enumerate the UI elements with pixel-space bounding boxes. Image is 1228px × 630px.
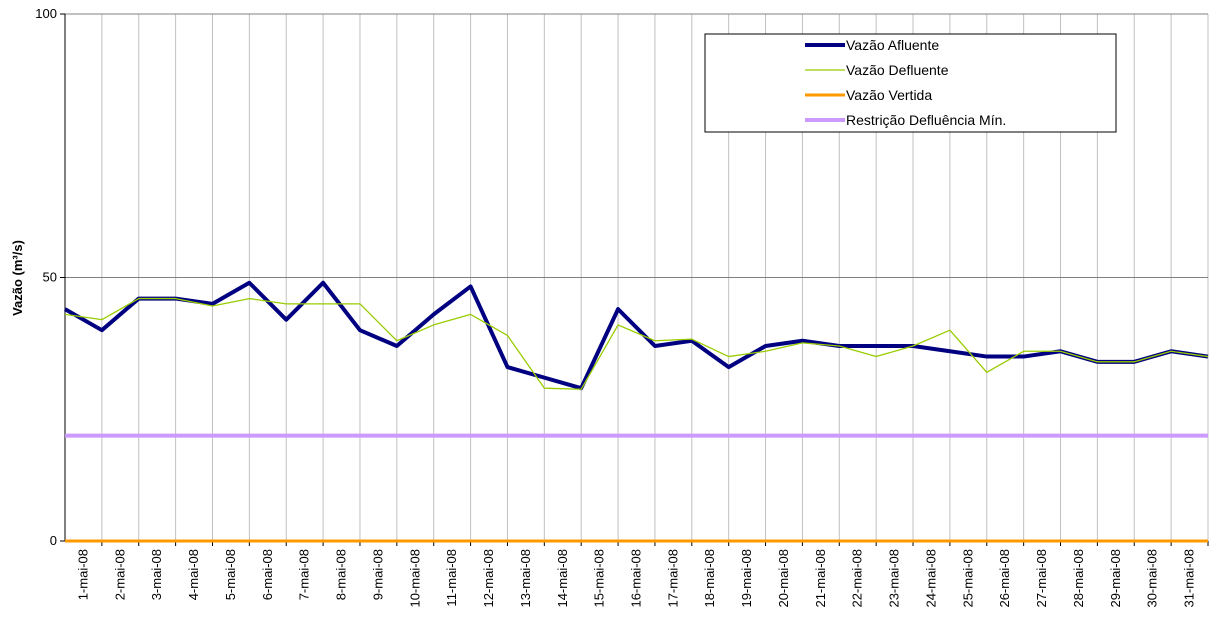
x-tick-label: 4-mai-08 <box>186 549 201 600</box>
x-tick-label: 26-mai-08 <box>997 549 1012 608</box>
y-tick-label: 100 <box>35 6 57 21</box>
x-tick-label: 8-mai-08 <box>334 549 349 600</box>
x-tick-label: 16-mai-08 <box>629 549 644 608</box>
gridlines <box>65 13 1209 541</box>
x-tick-label: 14-mai-08 <box>555 549 570 608</box>
x-tick-label: 1-mai-08 <box>75 549 90 600</box>
x-tick-label: 13-mai-08 <box>518 549 533 608</box>
x-tick-label: 29-mai-08 <box>1108 549 1123 608</box>
y-tick-labels: 0 50 100 <box>35 6 57 548</box>
x-tick-label: 15-mai-08 <box>592 549 607 608</box>
x-tick-label: 7-mai-08 <box>297 549 312 600</box>
x-tick-label: 27-mai-08 <box>1034 549 1049 608</box>
x-tick-label: 31-mai-08 <box>1182 549 1197 608</box>
x-tick-labels: 1-mai-08 2-mai-08 3-mai-08 4-mai-08 5-mai-08… <box>75 549 1196 608</box>
series-line-1 <box>64 280 1209 391</box>
x-tick-label: 11-mai-08 <box>444 549 459 607</box>
x-tick-label: 25-mai-08 <box>960 549 975 608</box>
legend-entry: Vazão Vertida <box>846 87 932 103</box>
legend-box <box>704 33 1117 133</box>
x-tick-label: 19-mai-08 <box>739 549 754 608</box>
x-tick-label: 2-mai-08 <box>112 549 127 600</box>
series-line-2 <box>64 297 1209 390</box>
x-tick-label: 22-mai-08 <box>850 549 865 608</box>
x-tick-label: 18-mai-08 <box>702 549 717 608</box>
y-axis-title: Vazão (m³/s) <box>10 240 25 316</box>
x-tick-label: 6-mai-08 <box>260 549 275 600</box>
x-tick-label: 24-mai-08 <box>923 549 938 608</box>
legend-entry: Restrição Defluência Mín. <box>846 112 1006 128</box>
legend-entry: Vazão Afluente <box>846 37 939 53</box>
y-tick-label: 0 <box>50 533 57 548</box>
x-tick-label: 21-mai-08 <box>813 549 828 608</box>
legend: Vazão Afluente Vazão Defluente Vazão Verti… <box>704 33 1117 133</box>
legend-entry: Vazão Defluente <box>846 62 949 78</box>
x-tick-label: 9-mai-08 <box>370 549 385 600</box>
series-lines <box>64 280 1209 543</box>
x-tick-label: 23-mai-08 <box>887 549 902 608</box>
x-tick-label: 12-mai-08 <box>481 549 496 608</box>
x-tick-label: 28-mai-08 <box>1071 549 1086 608</box>
x-tick-label: 17-mai-08 <box>665 549 680 608</box>
x-tick-label: 20-mai-08 <box>776 549 791 608</box>
x-tick-label: 30-mai-08 <box>1145 549 1160 608</box>
x-tick-label: 5-mai-08 <box>223 549 238 600</box>
y-tick-label: 50 <box>43 270 57 285</box>
x-tick-label: 3-mai-08 <box>149 549 164 600</box>
x-tick-label: 10-mai-08 <box>407 549 422 608</box>
